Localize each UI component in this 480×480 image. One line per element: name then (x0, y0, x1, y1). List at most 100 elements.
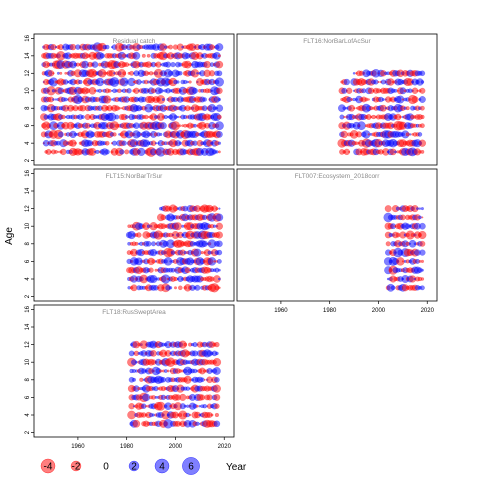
residual-bubble (353, 107, 356, 110)
panel-frame (236, 33, 438, 166)
residual-bubble (348, 150, 351, 153)
residual-bubble (146, 53, 151, 58)
x-tick-label: 2000 (169, 444, 183, 450)
residual-bubble (121, 140, 127, 146)
panel-title: FLT18:RusSweptArea (102, 309, 166, 316)
residual-bubble (419, 70, 426, 76)
residual-bubble (78, 79, 83, 85)
residual-bubble (340, 130, 348, 138)
residual-bubble (367, 98, 370, 101)
y-tick-label: 14 (25, 323, 31, 330)
residual-bubble (342, 106, 347, 110)
residual-bubble (183, 342, 188, 347)
residual-bubble (215, 104, 224, 112)
residual-bubble (159, 122, 167, 130)
legend-item: 2 (128, 460, 140, 473)
residual-bubble (101, 80, 104, 84)
residual-bubble (51, 89, 56, 93)
residual-bubble (419, 96, 426, 103)
residual-bubble (93, 89, 97, 92)
residual-bubble (103, 71, 107, 75)
residual-bubble (80, 115, 85, 119)
residual-bubble (213, 394, 221, 401)
x-axis-label: Year (226, 462, 247, 473)
panels: Residual catch 2 4 6 8 10 12 14 16 FLT16:NorBarLo… (25, 33, 438, 450)
residual-bubble (420, 277, 425, 281)
residual-bubble (420, 105, 425, 111)
y-tick-label: 16 (25, 34, 31, 41)
residual-bubble (394, 150, 397, 154)
residual-bubble (393, 88, 398, 93)
y-tick-label: 8 (25, 106, 31, 110)
x-tick-label: 1960 (274, 308, 288, 314)
y-tick-label: 14 (25, 52, 31, 59)
residual-bubble (74, 141, 77, 145)
legend-bubble (154, 458, 170, 474)
residual-bubble (405, 132, 410, 137)
residual-bubble (132, 377, 136, 382)
residual-bubble (208, 70, 216, 77)
x-tick-label: 2020 (218, 444, 232, 450)
residual-bubble (188, 62, 192, 67)
x-tick-label: 1980 (323, 308, 337, 314)
residual-bubble (108, 98, 111, 101)
residual-bubble (420, 268, 424, 272)
residual-bubble (188, 80, 192, 84)
residual-bubble (173, 115, 178, 119)
residual-bubble (54, 98, 58, 101)
residual-bubble (417, 132, 423, 137)
residual-bubble (59, 71, 63, 75)
residual-bubble (420, 285, 425, 291)
residual-bubble (214, 77, 224, 87)
residual-bubble (178, 141, 182, 145)
residual-bubble (140, 81, 143, 83)
residual-bubble (124, 115, 129, 119)
panel-title: Residual catch (113, 38, 156, 45)
residual-bubble (145, 405, 148, 408)
residual-bubble (343, 78, 350, 86)
y-tick-label: 10 (25, 358, 31, 365)
residual-bubble (112, 140, 118, 146)
residual-bubble (60, 148, 67, 156)
residual-bubble (381, 98, 385, 101)
residual-bubble (216, 240, 223, 248)
residual-bubble (361, 88, 367, 94)
residual-bubble (186, 404, 190, 408)
residual-bubble (141, 53, 146, 58)
y-tick-label: 4 (25, 413, 31, 417)
residual-bubble (179, 124, 182, 127)
y-tick-label: 2 (25, 294, 31, 298)
residual-bubble (217, 114, 222, 120)
residual-bubble (194, 284, 201, 291)
residual-bubble (142, 393, 151, 402)
residual-bubble (154, 396, 158, 399)
residual-bubble (139, 377, 144, 382)
residual-bubble (420, 207, 424, 211)
residual-bubble (418, 231, 427, 239)
panel-3: FLT15:NorBarTrSur 2 4 6 8 10 12 14 16 (25, 168, 235, 302)
residual-bubble (69, 43, 77, 51)
residual-bubble (212, 224, 217, 228)
x-tick-label: 1980 (120, 444, 134, 450)
legend-bubble (128, 460, 140, 472)
residual-bubble (418, 215, 422, 220)
residual-bubble (91, 61, 99, 68)
residual-bubble (217, 97, 221, 102)
residual-bubble (122, 71, 127, 76)
residual-bubble (212, 358, 222, 367)
residual-bubble (169, 286, 173, 290)
y-tick-label: 2 (25, 430, 31, 434)
legend-label: 2 (131, 462, 137, 473)
legend-bubble (70, 460, 82, 472)
panel-1: Residual catch 2 4 6 8 10 12 14 16 (25, 33, 235, 166)
residual-bubble (165, 61, 172, 68)
residual-bubble (160, 214, 167, 221)
residual-bubble (56, 71, 60, 75)
y-tick-label: 2 (25, 158, 31, 162)
residual-bubble (418, 139, 426, 147)
residual-bubble (192, 87, 198, 94)
residual-bubble (193, 248, 202, 257)
residual-bubble (148, 267, 154, 273)
residual-bubble (419, 240, 426, 247)
residual-bubble (215, 43, 224, 51)
